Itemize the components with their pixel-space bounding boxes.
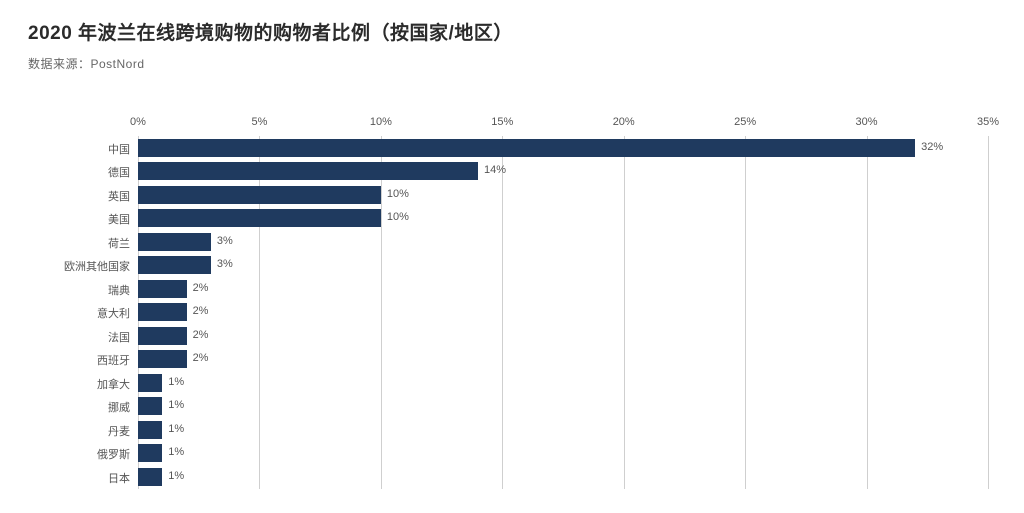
y-axis-label: 丹麦 [108,423,130,439]
bar [138,139,915,157]
y-axis-label: 中国 [108,141,130,157]
bar [138,468,162,486]
y-axis-label: 俄罗斯 [97,446,130,462]
bar [138,350,187,368]
chart-area: 0% 5% 10% 15% 20% 25% 30% 35% 中国 32% 德国 14% 英国 10% 美国 1… [28,112,996,489]
y-axis-label: 欧洲其他国家 [64,258,130,274]
x-axis-tick: 0% [130,116,146,128]
value-label: 14% [484,164,506,176]
y-axis-label: 英国 [108,188,130,204]
y-axis-label: 法国 [108,329,130,345]
bar [138,186,381,204]
x-axis-tick: 10% [370,116,392,128]
bar [138,162,478,180]
value-label: 1% [168,399,184,411]
y-axis-label: 意大利 [97,305,130,321]
gridline [502,136,503,489]
y-axis-label: 加拿大 [97,376,130,392]
gridline [867,136,868,489]
value-label: 1% [168,376,184,388]
gridline [381,136,382,489]
value-label: 2% [193,305,209,317]
chart-container: 2020 年波兰在线跨境购物的购物者比例（按国家/地区） 数据来源：PostNo… [0,0,1024,513]
bar [138,397,162,415]
y-axis-label: 挪威 [108,399,130,415]
value-label: 3% [217,235,233,247]
chart-title: 2020 年波兰在线跨境购物的购物者比例（按国家/地区） [28,18,996,45]
x-axis-tick: 25% [734,116,756,128]
value-label: 1% [168,446,184,458]
y-axis-label: 瑞典 [108,282,130,298]
value-label: 2% [193,282,209,294]
value-label: 3% [217,258,233,270]
y-axis-label: 荷兰 [108,235,130,251]
plot-area: 0%5%10%15%20%25%30%35%中国32%德国14%英国10%美国1… [138,112,988,489]
x-axis-tick: 35% [977,116,999,128]
y-axis-label: 西班牙 [97,352,130,368]
gridline [988,136,989,489]
y-axis-label: 德国 [108,164,130,180]
bar [138,280,187,298]
value-label: 2% [193,329,209,341]
bar [138,374,162,392]
gridline [624,136,625,489]
x-axis-tick: 30% [856,116,878,128]
value-label: 32% [921,141,943,153]
bar [138,209,381,227]
bar [138,233,211,251]
gridline [745,136,746,489]
value-label: 1% [168,423,184,435]
value-label: 2% [193,352,209,364]
x-axis-tick: 15% [491,116,513,128]
bar [138,444,162,462]
chart-subtitle: 数据来源：PostNord [28,55,996,72]
value-label: 1% [168,470,184,482]
bar [138,303,187,321]
x-axis-tick: 20% [613,116,635,128]
x-axis-tick: 5% [251,116,267,128]
y-axis-label: 美国 [108,211,130,227]
bar [138,421,162,439]
value-label: 10% [387,211,409,223]
bar [138,327,187,345]
y-axis-label: 日本 [108,470,130,486]
bar [138,256,211,274]
value-label: 10% [387,188,409,200]
